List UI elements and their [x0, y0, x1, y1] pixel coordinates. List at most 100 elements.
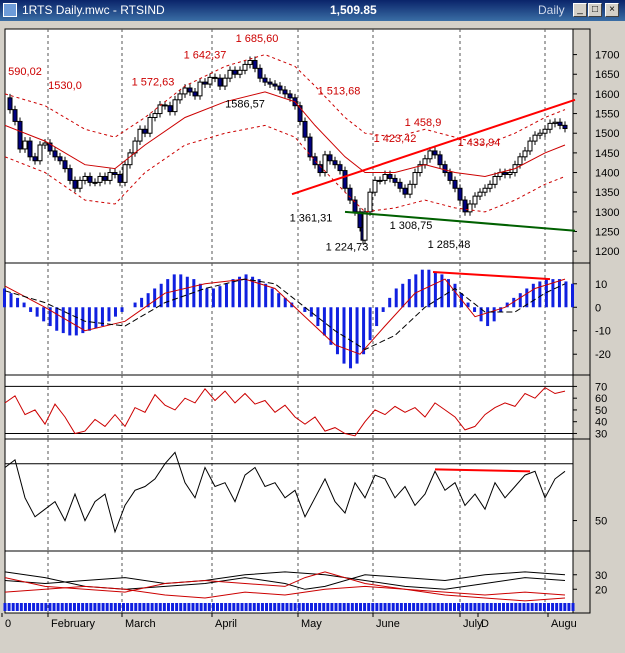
- volume-bar: [293, 603, 297, 611]
- candle-body: [227, 69, 233, 79]
- y-axis-strip: [572, 28, 591, 614]
- volume-bar: [207, 603, 211, 611]
- volume-bar: [330, 603, 334, 611]
- macd-bar: [466, 302, 470, 308]
- x-tick-label: June: [376, 618, 400, 630]
- volume-bar: [191, 603, 195, 611]
- candle-body: [167, 105, 173, 113]
- macd-bar: [473, 307, 477, 312]
- macd-bar: [499, 307, 503, 312]
- minimize-button[interactable]: _: [573, 3, 587, 17]
- candle-body: [277, 85, 283, 91]
- maximize-button[interactable]: □: [588, 3, 602, 17]
- candle-body: [182, 87, 188, 95]
- candle-body: [522, 150, 528, 158]
- y-tick-label: 70: [595, 381, 607, 393]
- macd-bar: [264, 283, 268, 308]
- volume-bar: [179, 603, 183, 611]
- volume-bar: [126, 603, 130, 611]
- volume-bar: [122, 603, 126, 611]
- volume-bar: [52, 603, 56, 611]
- volume-bar: [363, 603, 367, 611]
- volume-bar: [85, 603, 89, 611]
- volume-bar: [432, 603, 436, 611]
- macd-bar: [94, 307, 98, 329]
- candle-body: [267, 81, 273, 85]
- chart-area[interactable]: 1200 1250 1300 1350 1400 1450 1500 1550 1600 1650…: [0, 21, 625, 653]
- macd-bar: [355, 307, 359, 364]
- macd-bar: [505, 302, 509, 308]
- volume-bar: [146, 603, 150, 611]
- volume-bar: [497, 603, 501, 611]
- candle-body: [202, 81, 208, 85]
- y-tick-label: -10: [595, 326, 611, 338]
- volume-bar: [134, 603, 138, 611]
- y-tick-label: 1400: [595, 168, 619, 180]
- volume-bar: [285, 603, 289, 611]
- candle-body: [152, 113, 158, 118]
- candle-body: [222, 77, 228, 87]
- candle-body: [507, 172, 513, 176]
- x-tick-label: April: [215, 618, 237, 630]
- macd-line: [4, 278, 566, 355]
- candle-body: [447, 172, 453, 181]
- volume-bar: [224, 603, 228, 611]
- volume-bar: [154, 603, 158, 611]
- volume-bar: [158, 603, 162, 611]
- volume-bar: [350, 603, 354, 611]
- candle-body: [382, 174, 388, 181]
- volume-bar: [551, 603, 555, 611]
- volume-bar: [195, 603, 199, 611]
- volume-bar: [403, 603, 407, 611]
- candle-body: [207, 76, 213, 85]
- volume-bar: [23, 603, 27, 611]
- candle-body: [17, 120, 23, 150]
- close-button[interactable]: ×: [605, 3, 619, 17]
- volume-bar: [166, 603, 170, 611]
- macd-bar: [525, 288, 529, 308]
- window-corner: [591, 632, 621, 650]
- volume-bar: [493, 603, 497, 611]
- volume-bar: [383, 603, 387, 611]
- macd-bar: [309, 307, 313, 317]
- macd-bar: [316, 307, 320, 327]
- volume-bar: [199, 603, 203, 611]
- volume-bar: [44, 603, 48, 611]
- volume-bar: [309, 603, 313, 611]
- x-tick-label: 0: [5, 618, 11, 630]
- candle-body: [317, 164, 323, 174]
- candle-body: [57, 156, 63, 162]
- candle-body: [62, 160, 68, 170]
- candle-body: [562, 124, 568, 130]
- candle-body: [252, 59, 258, 69]
- candle-body: [482, 187, 488, 193]
- x-tick-label: D: [481, 618, 489, 630]
- macd-bar: [531, 283, 535, 308]
- candle-body: [452, 179, 458, 189]
- candle-body: [212, 76, 218, 79]
- candle-body: [412, 172, 418, 185]
- macd-bar: [329, 307, 333, 345]
- volume-bar: [281, 603, 285, 611]
- candle-body: [132, 140, 138, 154]
- volume-bar: [559, 603, 563, 611]
- candle-body: [232, 69, 238, 75]
- macd-bar: [205, 288, 209, 308]
- volume-bar: [334, 603, 338, 611]
- volume-bar: [473, 603, 477, 611]
- volume-bar: [367, 603, 371, 611]
- volume-bar: [248, 603, 252, 611]
- price-annotation: 1 285,48: [428, 239, 471, 251]
- y-tick-label: 1350: [595, 187, 619, 199]
- volume-bar: [379, 603, 383, 611]
- last-price: 1,509.85: [330, 3, 377, 17]
- volume-bar: [162, 603, 166, 611]
- volume-bar: [428, 603, 432, 611]
- candle-body: [517, 156, 523, 166]
- macd-bar: [349, 307, 353, 369]
- candle-body: [287, 93, 293, 99]
- macd-bar: [16, 297, 20, 308]
- y-tick-label: 1200: [595, 246, 619, 258]
- candle-body: [67, 168, 73, 181]
